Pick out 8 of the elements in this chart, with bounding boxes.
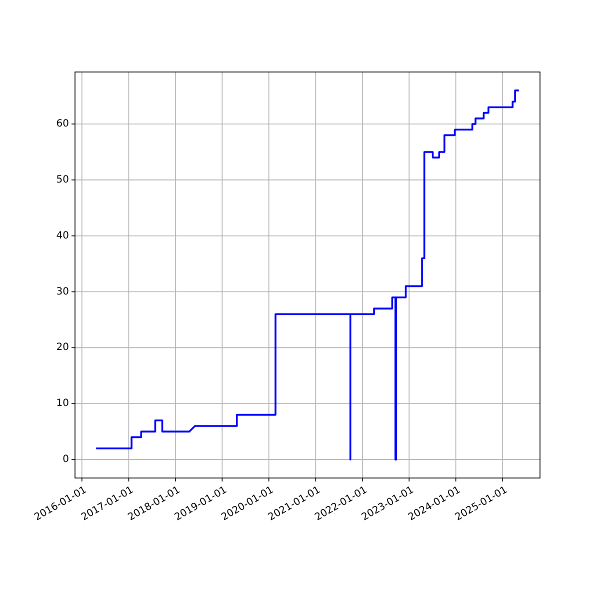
line-series <box>95 90 520 460</box>
y-tick-label: 30 <box>56 286 69 298</box>
y-tick-label: 20 <box>56 342 69 354</box>
y-tick-label: 50 <box>56 174 69 186</box>
y-tick-label: 40 <box>56 230 69 242</box>
y-tick-label: 0 <box>62 454 69 466</box>
y-tick-label: 10 <box>56 398 69 410</box>
y-tick-label: 60 <box>56 118 69 130</box>
